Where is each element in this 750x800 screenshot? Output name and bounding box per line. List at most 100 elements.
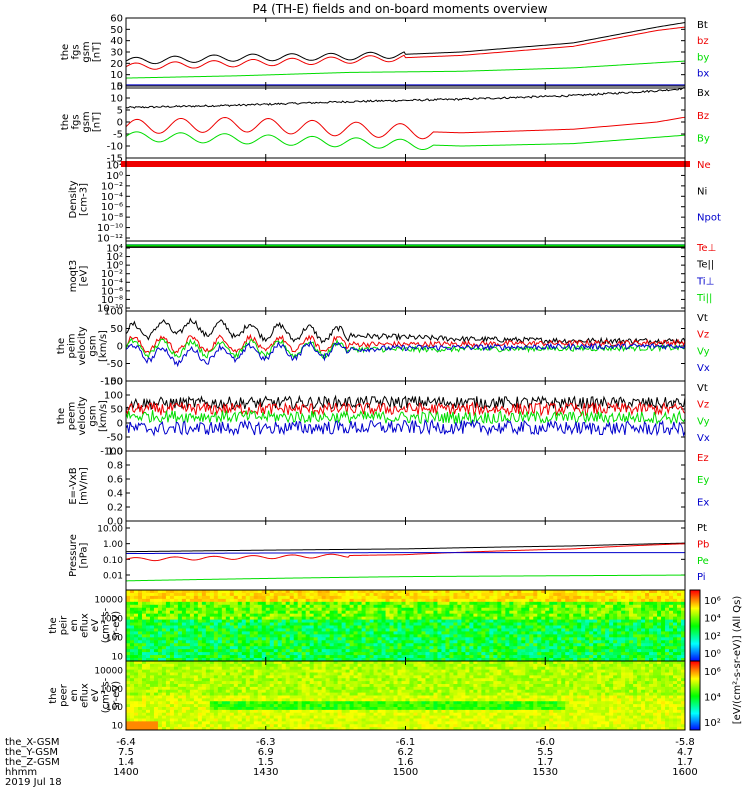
spectrogram-cell	[241, 678, 247, 682]
spectrogram-cell	[257, 646, 263, 650]
spectrogram-cell	[569, 616, 574, 621]
spectrogram-cell	[349, 590, 355, 594]
spectrogram-cell	[341, 637, 347, 641]
spectrogram-cell	[657, 655, 662, 659]
spectrogram-cell	[605, 640, 610, 644]
spectrogram-cell	[353, 595, 359, 600]
spectrogram-cell	[233, 646, 239, 650]
spectrogram-cell	[549, 598, 554, 603]
spectrogram-cell	[565, 637, 570, 641]
spectrogram-cell	[169, 663, 175, 668]
spectrogram-cell	[297, 625, 303, 629]
spectrogram-cell	[513, 661, 518, 665]
spectrogram-cell	[341, 598, 347, 603]
spectrogram-cell	[181, 675, 187, 679]
spectrogram-cell	[593, 643, 598, 647]
spectrogram-cell	[641, 616, 646, 621]
spectrogram-cell	[189, 604, 195, 609]
spectrogram-cell	[161, 663, 167, 668]
spectrogram-cell	[305, 628, 311, 632]
spectrogram-cell	[441, 661, 446, 665]
spectrogram-cell	[641, 622, 646, 626]
spectrogram-cell	[145, 619, 151, 624]
spectrogram-cell	[409, 675, 414, 679]
spectrogram-cell	[585, 643, 590, 647]
spectrogram-cell	[593, 669, 598, 673]
spectrogram-cell	[369, 634, 375, 638]
spectrogram-cell	[581, 684, 586, 688]
spectrogram-cell	[289, 652, 295, 656]
series-Vx	[125, 418, 686, 438]
spectrogram-cell	[549, 649, 554, 653]
spectrogram-cell	[525, 649, 530, 653]
spectrogram-cell	[177, 592, 183, 597]
spectrogram-cell	[377, 652, 383, 656]
y-tick-label: 10⁰	[106, 261, 123, 272]
spectrogram-cell	[269, 684, 275, 688]
spectrogram-cell	[545, 616, 550, 621]
spectrogram-cell	[281, 675, 287, 679]
spectrogram-cell	[553, 649, 558, 653]
spectrogram-cell	[129, 666, 135, 671]
spectrogram-cell	[309, 669, 315, 673]
spectrogram-cell	[381, 669, 387, 673]
spectrogram-cell	[449, 637, 454, 641]
spectrogram-cell	[249, 601, 255, 606]
spectrogram-cell	[489, 590, 494, 594]
spectrogram-cell	[285, 652, 291, 656]
spectrogram-cell	[229, 655, 235, 659]
spectrogram-cell	[137, 663, 143, 668]
spectrogram-cell	[313, 643, 319, 647]
spectrogram-cell	[169, 613, 175, 618]
spectrogram-cell	[173, 672, 179, 676]
spectrogram-cell	[537, 681, 542, 685]
spectrogram-cell	[321, 646, 327, 650]
spectrogram-cell	[341, 628, 347, 632]
spectrogram-cell	[381, 610, 387, 615]
spectrogram-cell	[309, 634, 315, 638]
spectrogram-cell	[529, 634, 534, 638]
spectrogram-cell	[589, 681, 594, 685]
spectrogram-cell	[433, 613, 438, 618]
spectrogram-cell	[645, 643, 650, 647]
spectrogram-cell	[133, 646, 139, 650]
spectrogram-cell	[461, 678, 466, 682]
spectrogram-cell	[325, 598, 331, 603]
spectrogram-cell	[345, 658, 351, 662]
spectrogram-cell	[277, 663, 283, 668]
spectrogram-cell	[533, 619, 538, 624]
spectrogram-cell	[645, 595, 650, 600]
spectrogram-cell	[509, 661, 514, 665]
spectrogram-cell	[665, 610, 670, 615]
spectrogram-cell	[265, 616, 271, 621]
spectrogram-cell	[473, 658, 478, 662]
spectrogram-cell	[473, 637, 478, 641]
spectrogram-cell	[169, 684, 175, 688]
spectrogram-cell	[149, 604, 155, 609]
spectrogram-cell	[361, 604, 367, 609]
spectrogram-cell	[453, 643, 458, 647]
spectrogram-cell	[153, 684, 159, 688]
spectrogram-cell	[669, 640, 674, 644]
spectrogram-cell	[585, 663, 590, 668]
spectrogram-cell	[425, 595, 430, 600]
spectrogram-cell	[305, 607, 311, 612]
spectrogram-cell	[357, 678, 363, 682]
spectrogram-cell	[505, 637, 510, 641]
spectrogram-cell	[657, 634, 662, 638]
spectrogram-cell	[621, 666, 626, 671]
spectrogram-cell	[153, 622, 159, 626]
spectrogram-cell	[409, 598, 414, 603]
spectrogram-cell	[513, 672, 518, 676]
spectrogram-cell	[653, 681, 658, 685]
legend-Bz: Bz	[697, 111, 709, 122]
spectrogram-cell	[465, 601, 470, 606]
spectrogram-cell	[593, 661, 598, 665]
spectrogram-cell	[325, 595, 331, 600]
spectrogram-cell	[269, 616, 275, 621]
spectrogram-cell	[509, 672, 514, 676]
spectrogram-cell	[545, 658, 550, 662]
spectrogram-cell	[569, 684, 574, 688]
spectrogram-cell	[429, 598, 434, 603]
